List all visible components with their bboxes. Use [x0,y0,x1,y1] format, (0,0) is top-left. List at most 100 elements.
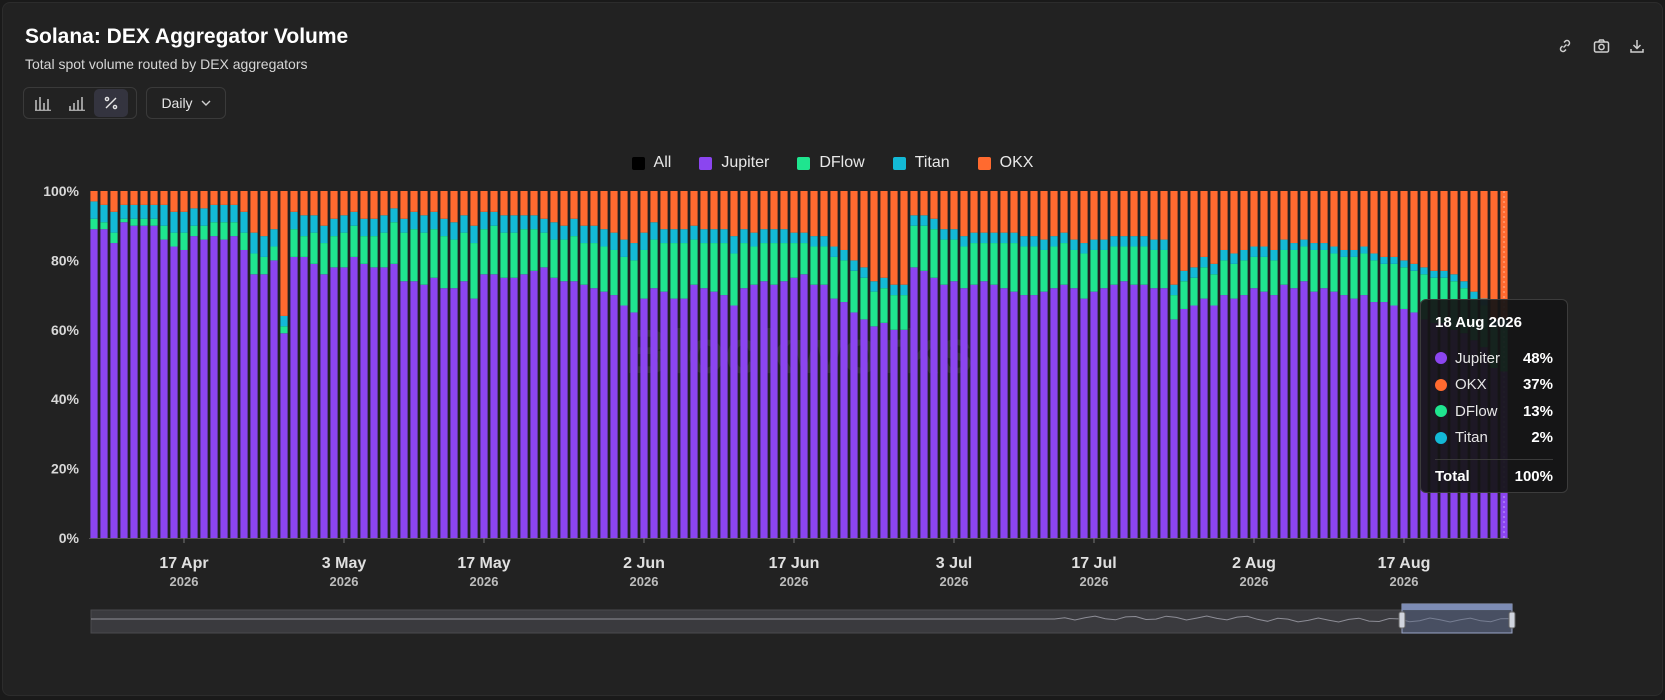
bar-segment-jupiter [1330,291,1338,538]
bar-segment-titan [810,236,818,247]
bar-segment-dflow [740,243,748,289]
bar-segment-jupiter [450,288,458,538]
legend-item-jupiter[interactable]: Jupiter [699,154,769,172]
bar-segment-titan [170,211,178,233]
tooltip-row: Titan 2% [1435,425,1553,452]
bar-segment-jupiter [250,274,258,538]
bar-segment-okx [1120,191,1128,237]
bar-segment-titan [920,215,928,226]
bar-segment-titan [250,232,258,254]
bar-segment-okx [910,191,918,216]
bar-segment-jupiter [590,288,598,538]
bar-segment-okx [1190,191,1198,268]
bar-segment-titan [890,284,898,296]
bar-segment-jupiter [920,270,928,538]
bar-segment-jupiter [530,270,538,538]
bar-segment-okx [1380,191,1388,257]
bar-segment-dflow [580,243,588,285]
tooltip-series-name: Jupiter [1455,349,1501,367]
bar-segment-okx [790,191,798,233]
bar-segment-titan [1160,239,1168,250]
bar-segment-dflow [570,236,578,282]
bar-segment-jupiter [1270,295,1278,538]
bar-segment-okx [1450,191,1458,275]
stacked-bar-icon[interactable] [60,89,94,117]
bar-segment-dflow [600,246,608,292]
link-icon[interactable] [1554,35,1576,57]
bar-segment-okx [1270,191,1278,250]
bar-segment-jupiter [1040,291,1048,538]
bar-segment-jupiter [830,298,838,538]
chevron-down-icon [201,100,211,106]
bar-segment-titan [150,204,158,219]
bar-segment-jupiter [640,298,648,538]
y-tick-label: 100% [43,183,79,199]
bar-segment-okx [550,191,558,223]
legend-item-titan[interactable]: Titan [892,154,950,172]
bar-segment-jupiter [540,267,548,538]
bar-segment-titan [310,215,318,233]
bar-segment-dflow [640,249,648,299]
bar-segment-dflow [1180,281,1188,309]
bar-segment-dflow [370,236,378,268]
bar-segment-okx [130,191,138,205]
bar-segment-titan [330,218,338,237]
bar-segment-dflow [240,232,248,250]
bar-segment-okx [950,191,958,230]
bar-segment-okx [140,191,148,205]
frequency-label: Daily [161,95,193,111]
legend-item-dflow[interactable]: DFlow [797,154,865,172]
bar-segment-titan [120,204,128,219]
bar-segment-okx [1370,191,1378,254]
bar-segment-titan [1230,253,1238,264]
bar-segment-dflow [1270,260,1278,296]
bar-segment-dflow [410,229,418,282]
bar-segment-titan [240,211,248,233]
bar-segment-titan [690,225,698,240]
bar-segment-dflow [500,232,508,278]
bar-segment-okx [1490,191,1498,320]
percent-icon[interactable] [94,89,128,117]
bar-segment-titan [700,229,708,244]
bar-segment-titan [350,211,358,226]
bar-segment-titan [130,204,138,219]
bar-segment-titan [800,232,808,244]
bar-segment-titan [230,204,238,223]
bar-segment-okx [260,191,268,237]
bar-segment-titan [1270,249,1278,261]
bar-segment-okx [1160,191,1168,240]
bar-segment-titan [680,229,688,244]
bar-segment-okx [1020,191,1028,237]
frequency-dropdown[interactable]: Daily [146,87,226,119]
bar-segment-dflow [1230,263,1238,299]
bar-segment-okx [920,191,928,216]
bar-segment-okx [1280,191,1288,240]
range-selection-bar [1402,604,1512,610]
bar-segment-jupiter [1250,288,1258,538]
tooltip-date: 18 Aug 2026 [1435,314,1522,331]
bar-segment-titan [220,204,228,223]
bar-segment-titan [1020,236,1028,247]
bar-segment-jupiter [760,281,768,538]
legend-item-okx[interactable]: OKX [977,154,1033,172]
bar-segment-dflow [1160,249,1168,289]
bar-segment-titan [520,215,528,230]
bar-segment-okx [830,191,838,247]
bar-segment-titan [770,229,778,244]
bar-chart-icon[interactable] [26,89,60,117]
x-tick-year: 2026 [470,574,499,589]
bar-segment-jupiter [620,305,628,538]
camera-icon[interactable] [1590,35,1612,57]
download-icon[interactable] [1626,35,1648,57]
bar-segment-jupiter [420,284,428,538]
bar-segment-titan [600,229,608,247]
bar-segment-jupiter [430,277,438,538]
bar-segment-dflow [800,243,808,275]
legend-item-all[interactable]: All [631,154,671,172]
bar-segment-okx [1360,191,1368,247]
x-tick-label: 2 Jun [623,555,665,572]
bar-segment-titan [1470,291,1478,299]
bar-segment-dflow [810,246,818,285]
bar-segment-titan [1320,243,1328,250]
y-tick-label: 0% [59,530,80,546]
